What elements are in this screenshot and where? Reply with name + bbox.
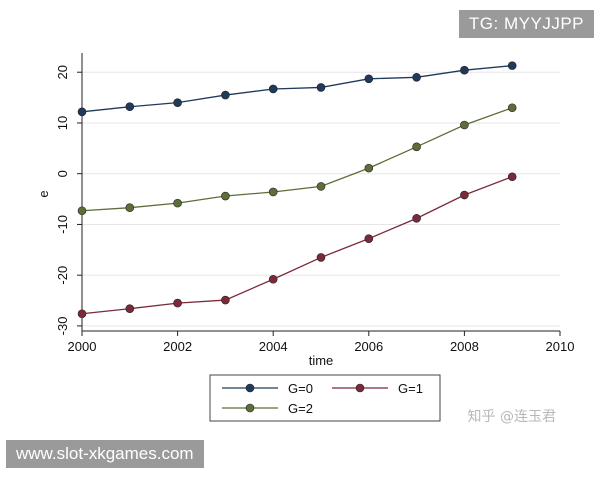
x-tick-label: 2008 — [450, 339, 479, 354]
data-point — [125, 102, 135, 112]
series-line-1 — [81, 176, 513, 315]
watermark-tag: TG: MYYJJPP — [458, 10, 594, 38]
y-tick-label: -10 — [55, 215, 70, 234]
data-point — [268, 84, 278, 94]
data-point — [507, 61, 517, 70]
data-point — [507, 103, 517, 113]
watermark-url: www.slot-xkgames.com — [6, 440, 204, 468]
data-point — [316, 182, 326, 191]
data-point — [412, 72, 421, 82]
data-point — [77, 107, 87, 117]
data-point — [460, 190, 469, 200]
data-point — [173, 198, 182, 208]
data-point — [77, 309, 87, 319]
series-line-0 — [81, 64, 513, 113]
x-tick-label: 2010 — [546, 339, 575, 354]
data-point — [364, 163, 374, 173]
x-tick-label: 2002 — [163, 339, 192, 354]
data-point — [221, 191, 230, 201]
data-point — [316, 253, 326, 262]
data-point — [460, 120, 469, 130]
data-point — [507, 172, 517, 182]
data-point — [364, 234, 374, 243]
data-point — [316, 83, 326, 92]
data-point — [412, 142, 421, 152]
y-tick-label: 10 — [55, 116, 70, 130]
data-point — [125, 304, 135, 313]
y-tick-label: 20 — [55, 65, 70, 79]
legend-label: G=1 — [398, 381, 423, 396]
legend-label: G=2 — [288, 401, 313, 416]
data-point — [173, 298, 182, 308]
y-tick-label: -20 — [55, 266, 70, 285]
watermark-author: 知乎 @连玉君 — [467, 409, 556, 425]
data-point — [221, 295, 230, 305]
x-axis-label: time — [309, 353, 334, 368]
data-point — [268, 274, 278, 284]
data-point — [173, 98, 182, 107]
data-point — [125, 203, 135, 212]
data-point — [268, 187, 278, 197]
data-point — [460, 65, 469, 75]
legend-swatch-marker — [355, 383, 365, 393]
legend-swatch-marker — [245, 403, 255, 413]
legend-label: G=0 — [288, 381, 313, 396]
legend-box — [209, 374, 441, 422]
x-tick-label: 2004 — [259, 339, 288, 354]
series-line-2 — [81, 107, 513, 212]
legend: G=0 G=1 G=2 — [209, 374, 441, 422]
y-axis-label: e — [36, 190, 51, 197]
gridlines — [82, 71, 560, 327]
y-tick-label: -30 — [55, 317, 70, 336]
legend-swatch-marker — [245, 383, 255, 393]
series-lines — [77, 61, 517, 319]
y-tick-label: 0 — [55, 170, 70, 177]
data-point — [412, 214, 421, 223]
data-point — [77, 206, 87, 216]
data-point — [221, 90, 230, 100]
data-point — [364, 74, 374, 84]
x-tick-label: 2000 — [68, 339, 97, 354]
x-tick-label: 2006 — [354, 339, 383, 354]
